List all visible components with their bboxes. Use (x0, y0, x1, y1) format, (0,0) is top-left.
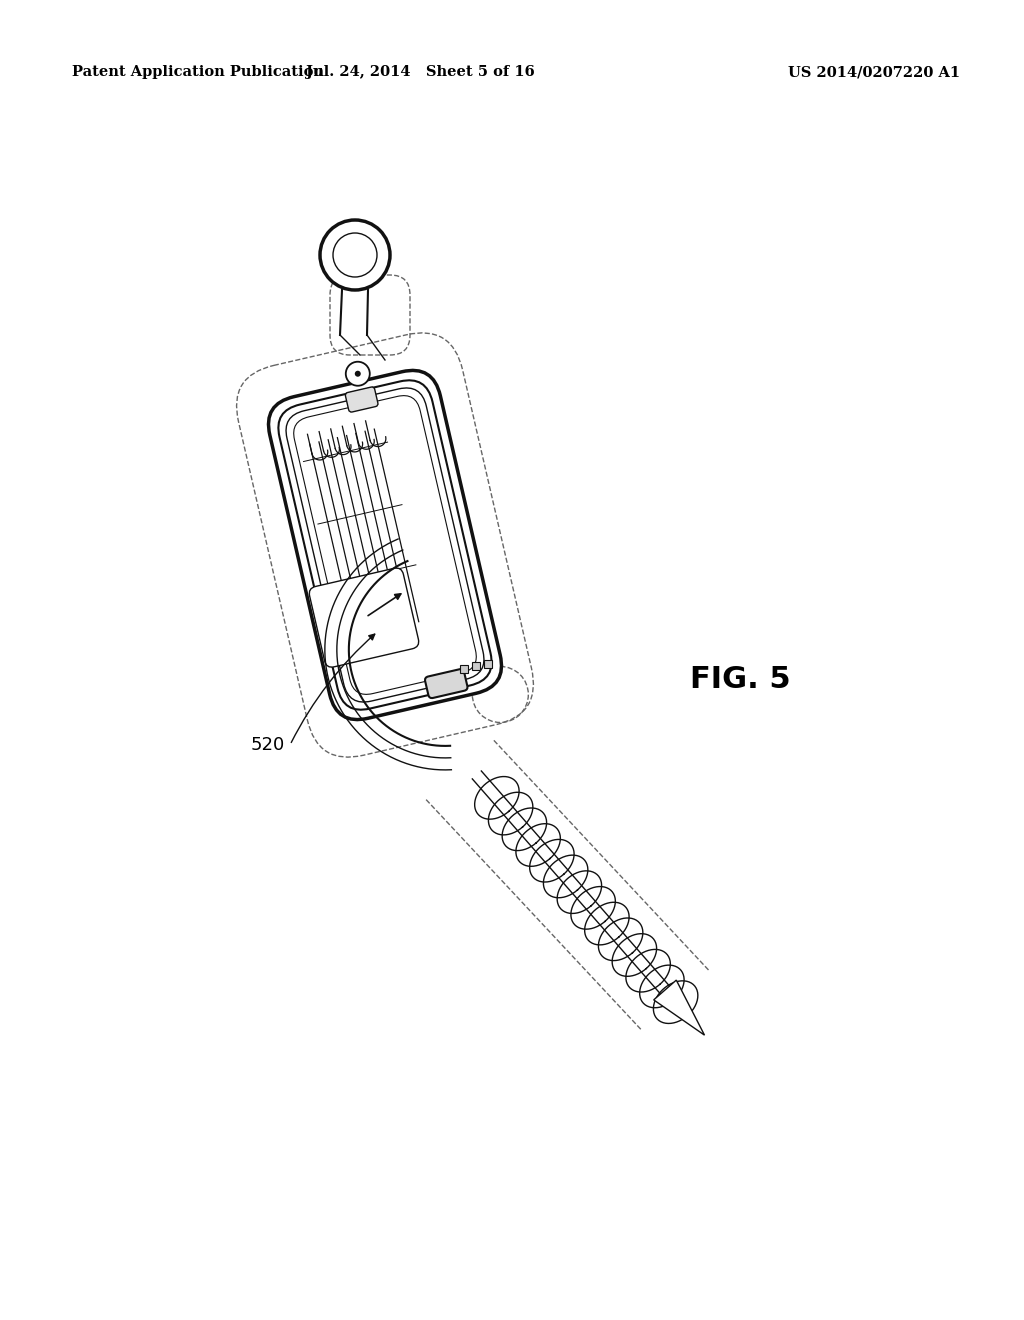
FancyBboxPatch shape (425, 669, 468, 698)
FancyBboxPatch shape (460, 665, 468, 673)
FancyBboxPatch shape (268, 371, 502, 719)
Circle shape (346, 362, 370, 385)
FancyBboxPatch shape (483, 660, 492, 668)
Text: Jul. 24, 2014   Sheet 5 of 16: Jul. 24, 2014 Sheet 5 of 16 (305, 65, 535, 79)
Text: Patent Application Publication: Patent Application Publication (72, 65, 324, 79)
FancyBboxPatch shape (309, 568, 419, 667)
Text: FIG. 5: FIG. 5 (690, 665, 791, 694)
Polygon shape (653, 981, 705, 1035)
Text: 520: 520 (251, 737, 285, 754)
Circle shape (354, 371, 360, 376)
FancyBboxPatch shape (296, 404, 439, 653)
FancyBboxPatch shape (472, 663, 480, 671)
Circle shape (319, 220, 390, 290)
Text: US 2014/0207220 A1: US 2014/0207220 A1 (787, 65, 961, 79)
FancyBboxPatch shape (345, 387, 378, 412)
